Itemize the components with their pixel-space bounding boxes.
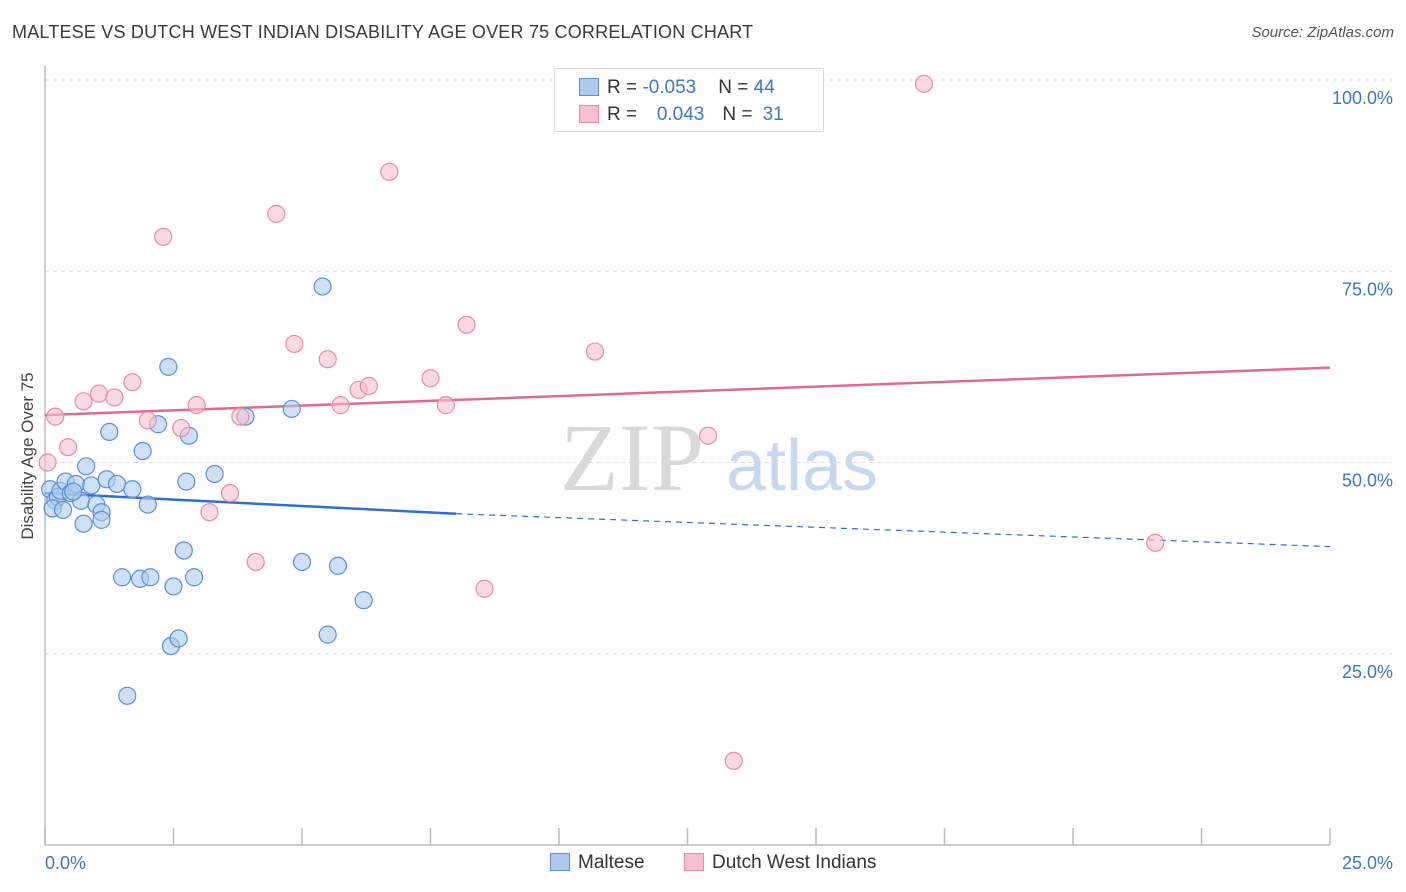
maltese-point: [100, 422, 119, 441]
maltese-point: [174, 541, 193, 560]
maltese-point: [92, 510, 111, 529]
dutch-point: [74, 392, 93, 411]
maltese-point: [141, 568, 160, 587]
dutch-point: [380, 162, 399, 181]
dutch-point: [1146, 533, 1165, 552]
n-label: N =: [722, 104, 758, 125]
watermark-atlas: atlas: [726, 426, 878, 506]
source-label: Source: ZipAtlas.com: [1251, 24, 1394, 41]
legend-item-maltese: Maltese: [550, 852, 645, 874]
dutch-point: [38, 453, 57, 472]
maltese-point: [313, 277, 332, 296]
maltese-point: [318, 625, 337, 644]
x-tick-label: 25.0%: [1342, 853, 1393, 873]
maltese-point: [328, 556, 348, 575]
maltese-point: [77, 457, 96, 476]
legend-item-dutch: Dutch West Indians: [684, 852, 876, 874]
dutch-point: [105, 388, 124, 407]
dutch-point: [724, 751, 743, 770]
dutch-point: [187, 396, 206, 415]
dutch-trend-line: [44, 366, 1331, 417]
y-tick-label: 50.0%: [1342, 471, 1393, 491]
dutch-point: [220, 484, 240, 503]
dutch-point: [475, 579, 494, 598]
maltese-point: [177, 472, 196, 491]
y-tick-label: 100.0%: [1332, 88, 1393, 108]
legend-label-dutch: Dutch West Indians: [712, 852, 877, 873]
r-label: R =: [607, 104, 643, 125]
x-tick-labels: 0.0% 25.0%: [45, 853, 1393, 873]
dutch-point: [200, 503, 219, 522]
maltese-trend-line: [44, 491, 457, 516]
maltese-point: [292, 552, 312, 572]
legend-row-maltese: R = -0.053 N = 44: [579, 77, 775, 99]
maltese-point: [53, 500, 73, 520]
maltese-point: [354, 591, 373, 610]
x-tick-label: 0.0%: [45, 853, 86, 873]
n-value: 44: [753, 77, 775, 98]
r-value: -0.053: [642, 77, 697, 98]
maltese-trend-extension: [456, 513, 1331, 548]
dutch-point: [914, 74, 934, 93]
dutch-point: [421, 369, 440, 388]
dutch-point: [231, 407, 250, 426]
maltese-point: [118, 686, 137, 705]
dutch-swatch: [684, 853, 704, 871]
r-label: R =: [607, 77, 643, 98]
dutch-point: [123, 373, 142, 392]
watermark: ZIP atlas: [560, 404, 878, 511]
dutch-point: [331, 396, 350, 415]
dutch-swatch: [579, 105, 599, 123]
dutch-point: [59, 438, 78, 457]
dutch-point: [172, 418, 191, 438]
dutch-point: [138, 411, 157, 430]
maltese-point: [82, 476, 101, 495]
n-label: N =: [718, 77, 754, 98]
dutch-point: [267, 204, 286, 223]
maltese-swatch: [550, 853, 570, 871]
maltese-point: [64, 482, 83, 501]
grid-lines: [45, 79, 1392, 655]
dutch-point: [359, 376, 378, 396]
r-value: 0.043: [656, 104, 705, 125]
maltese-point: [169, 629, 188, 648]
legend-label-maltese: Maltese: [578, 852, 645, 873]
maltese-point: [282, 399, 301, 419]
maltese-point: [138, 495, 157, 514]
maltese-point: [159, 357, 178, 376]
dutch-point: [457, 315, 476, 334]
dutch-point: [318, 350, 337, 369]
maltese-point: [123, 480, 142, 499]
y-tick-label: 75.0%: [1342, 279, 1393, 299]
y-tick-label: 25.0%: [1342, 662, 1393, 682]
y-tick-labels: 25.0% 50.0% 75.0% 100.0%: [1332, 88, 1393, 682]
n-value: 31: [762, 104, 784, 125]
maltese-point: [107, 474, 127, 494]
trend-lines: [44, 366, 1331, 548]
legend-row-dutch: R = 0.043 N = 31: [579, 104, 784, 126]
maltese-point: [133, 441, 152, 461]
dutch-point: [285, 334, 304, 354]
dutch-point: [46, 407, 65, 426]
chart-title: MALTESE VS DUTCH WEST INDIAN DISABILITY …: [12, 22, 754, 42]
maltese-point: [164, 577, 183, 596]
dutch-point: [698, 426, 718, 445]
dutch-point: [436, 396, 456, 415]
watermark-zip: ZIP: [560, 404, 704, 511]
dutch-point: [246, 552, 265, 572]
maltese-swatch: [579, 78, 599, 96]
dutch-point: [154, 227, 173, 246]
stats-legend: R = -0.053 N = 44 R = 0.043 N = 31: [554, 68, 824, 132]
maltese-point: [74, 514, 93, 533]
maltese-point: [184, 568, 204, 587]
dutch-point: [585, 342, 605, 361]
maltese-point: [112, 568, 132, 587]
maltese-point: [205, 464, 224, 484]
data-points: [38, 74, 1165, 770]
dutch-point: [89, 384, 109, 403]
y-axis-label: Disability Age Over 75: [18, 372, 37, 540]
